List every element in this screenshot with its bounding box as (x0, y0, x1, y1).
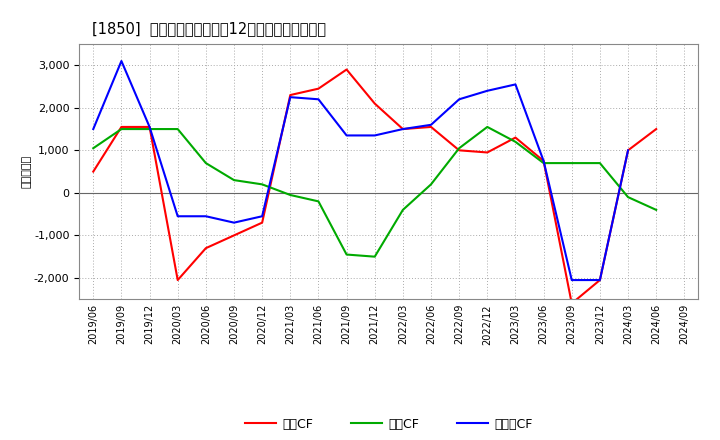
営業CF (342, 67, 351, 72)
フリーCF (342, 133, 351, 138)
フリーCF (539, 158, 548, 164)
営業CF (174, 278, 182, 283)
フリーCF (595, 278, 604, 283)
フリーCF (624, 148, 632, 153)
フリーCF (202, 214, 210, 219)
フリーCF (145, 124, 154, 129)
Text: [1850]  キャッシュフローの12か月移動合計の推移: [1850] キャッシュフローの12か月移動合計の推移 (91, 21, 325, 36)
投資CF (174, 126, 182, 132)
フリーCF (286, 95, 294, 100)
フリーCF (314, 97, 323, 102)
投資CF (342, 252, 351, 257)
営業CF (455, 148, 464, 153)
投資CF (483, 124, 492, 129)
フリーCF (174, 214, 182, 219)
営業CF (145, 124, 154, 129)
投資CF (652, 207, 660, 213)
Legend: 営業CF, 投資CF, フリーCF: 営業CF, 投資CF, フリーCF (240, 413, 538, 436)
フリーCF (511, 82, 520, 87)
フリーCF (370, 133, 379, 138)
営業CF (314, 86, 323, 92)
投資CF (511, 139, 520, 144)
営業CF (370, 101, 379, 106)
投資CF (624, 194, 632, 200)
フリーCF (455, 97, 464, 102)
投資CF (89, 146, 98, 151)
Line: 投資CF: 投資CF (94, 127, 656, 257)
フリーCF (567, 278, 576, 283)
投資CF (258, 182, 266, 187)
営業CF (483, 150, 492, 155)
投資CF (567, 161, 576, 166)
フリーCF (230, 220, 238, 225)
フリーCF (427, 122, 436, 128)
投資CF (399, 207, 408, 213)
営業CF (624, 148, 632, 153)
投資CF (539, 161, 548, 166)
Y-axis label: （百万円）: （百万円） (21, 155, 31, 188)
営業CF (202, 246, 210, 251)
フリーCF (399, 126, 408, 132)
営業CF (539, 158, 548, 164)
投資CF (202, 161, 210, 166)
投資CF (370, 254, 379, 259)
営業CF (399, 126, 408, 132)
Line: フリーCF: フリーCF (94, 61, 628, 280)
営業CF (427, 124, 436, 129)
フリーCF (117, 59, 126, 64)
営業CF (286, 92, 294, 98)
投資CF (117, 126, 126, 132)
営業CF (258, 220, 266, 225)
フリーCF (89, 126, 98, 132)
営業CF (511, 135, 520, 140)
営業CF (117, 124, 126, 129)
営業CF (89, 169, 98, 174)
投資CF (286, 192, 294, 198)
投資CF (145, 126, 154, 132)
投資CF (314, 199, 323, 204)
営業CF (652, 126, 660, 132)
投資CF (427, 182, 436, 187)
投資CF (455, 146, 464, 151)
営業CF (567, 301, 576, 306)
投資CF (230, 177, 238, 183)
営業CF (595, 278, 604, 283)
投資CF (595, 161, 604, 166)
営業CF (230, 233, 238, 238)
フリーCF (483, 88, 492, 93)
フリーCF (258, 214, 266, 219)
Line: 営業CF: 営業CF (94, 70, 656, 304)
